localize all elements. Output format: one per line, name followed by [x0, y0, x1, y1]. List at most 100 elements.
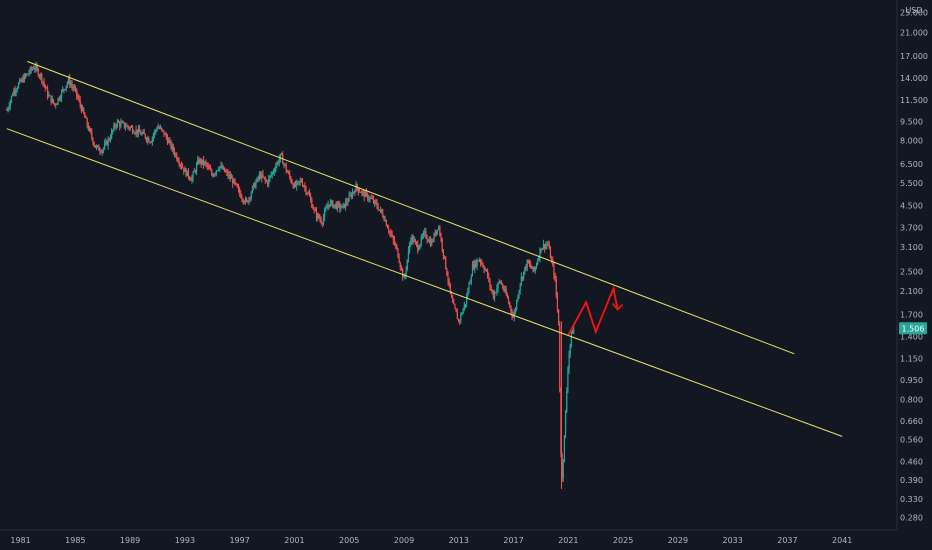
candle-body [260, 174, 262, 179]
candle-body [290, 177, 292, 182]
candle-body [249, 197, 251, 199]
candle-body [192, 172, 194, 178]
candle-body [81, 107, 84, 111]
candle-body [230, 177, 233, 179]
x-axis[interactable]: 1981 1985 1989 1993 1997 2001 2005 2009 2013 2017… [10, 536, 852, 545]
candle-body [102, 148, 105, 151]
candle-body [57, 98, 59, 104]
candle-body [500, 282, 503, 285]
candle-body [158, 127, 160, 129]
candle-body [120, 122, 122, 127]
candle-body [402, 268, 404, 278]
candle-body [379, 209, 382, 210]
candle-body [376, 202, 378, 207]
candle-body [481, 262, 483, 264]
candle-body [415, 241, 418, 244]
candle-body [384, 220, 386, 221]
candle-body [84, 113, 86, 118]
candle-body [553, 264, 555, 276]
candle-body [357, 188, 359, 192]
candle-body [226, 171, 228, 173]
candle-body [542, 244, 545, 249]
candle-body [388, 228, 390, 232]
candle-body [293, 183, 295, 188]
candle-body [441, 239, 443, 250]
candle-body [123, 122, 126, 128]
candle-body [367, 193, 369, 200]
candle-body [338, 202, 340, 204]
candle-body [369, 197, 371, 200]
candle-body [204, 161, 206, 165]
candle-body [433, 233, 435, 242]
candle-body [495, 292, 497, 294]
candle-body [275, 166, 277, 171]
candle-body [531, 267, 533, 269]
candle-body [419, 244, 421, 248]
candle-body [548, 245, 550, 248]
candle-body [314, 209, 316, 211]
candle-body [219, 166, 221, 170]
candle-body [233, 179, 235, 184]
candle-body [104, 143, 106, 149]
candle-body [65, 85, 67, 90]
candle-body [178, 161, 180, 165]
candle-body [53, 103, 56, 105]
candle-body [450, 291, 453, 298]
candle-body [131, 127, 134, 133]
candle-body [206, 163, 208, 167]
candle-body [108, 138, 110, 140]
candle-body [55, 104, 57, 106]
candle-body [502, 284, 504, 289]
candle-body [558, 309, 560, 325]
candle-body [385, 220, 387, 226]
candle-body [424, 230, 426, 233]
candle-body [220, 165, 222, 167]
candle-body [278, 158, 280, 164]
candle-body [569, 344, 571, 354]
x-tick-label: 1989 [120, 536, 140, 545]
candle-body [169, 140, 171, 142]
candle-body [78, 98, 80, 100]
y-tick-label: 0.560 [900, 435, 923, 444]
candle-body [97, 145, 99, 147]
candle-body [429, 239, 432, 246]
candle-body [363, 191, 365, 198]
candle-body [370, 197, 372, 199]
candle-body [340, 207, 342, 209]
candle-body [486, 270, 489, 278]
last-price-label: 1.506 [902, 324, 925, 333]
candle-body [185, 168, 187, 176]
candle-body [374, 200, 376, 203]
y-tick-label: 0.800 [900, 395, 923, 404]
candle-body [117, 121, 120, 123]
candle-body [213, 174, 215, 177]
candle-body [264, 177, 266, 181]
candle-body [538, 258, 540, 261]
candle-body [399, 262, 401, 268]
candle-body [101, 150, 103, 153]
candle-body [507, 297, 510, 303]
candle-body [86, 118, 88, 126]
candle-body [420, 236, 422, 245]
candle-body [492, 292, 495, 298]
candle-body [143, 131, 145, 135]
y-axis[interactable]: 25.000 21.000 17.000 14.000 11.500 9.500 8.000… [900, 9, 928, 523]
candle-body [485, 269, 488, 271]
candle-body [255, 181, 257, 188]
candle-body [183, 167, 185, 172]
candle-body [263, 176, 265, 178]
candle-body [356, 184, 358, 189]
x-tick-label: 1997 [229, 536, 249, 545]
candle-body [332, 200, 334, 208]
candle-body [476, 260, 478, 267]
candle-body [568, 353, 570, 370]
candle-body [195, 164, 198, 172]
candle-body [212, 174, 214, 177]
candle-body [410, 240, 412, 245]
candle-body [147, 138, 149, 141]
candle-body [77, 95, 79, 99]
candle-body [545, 244, 547, 249]
y-tick-label: 3.100 [900, 243, 923, 252]
candle-body [381, 209, 383, 213]
